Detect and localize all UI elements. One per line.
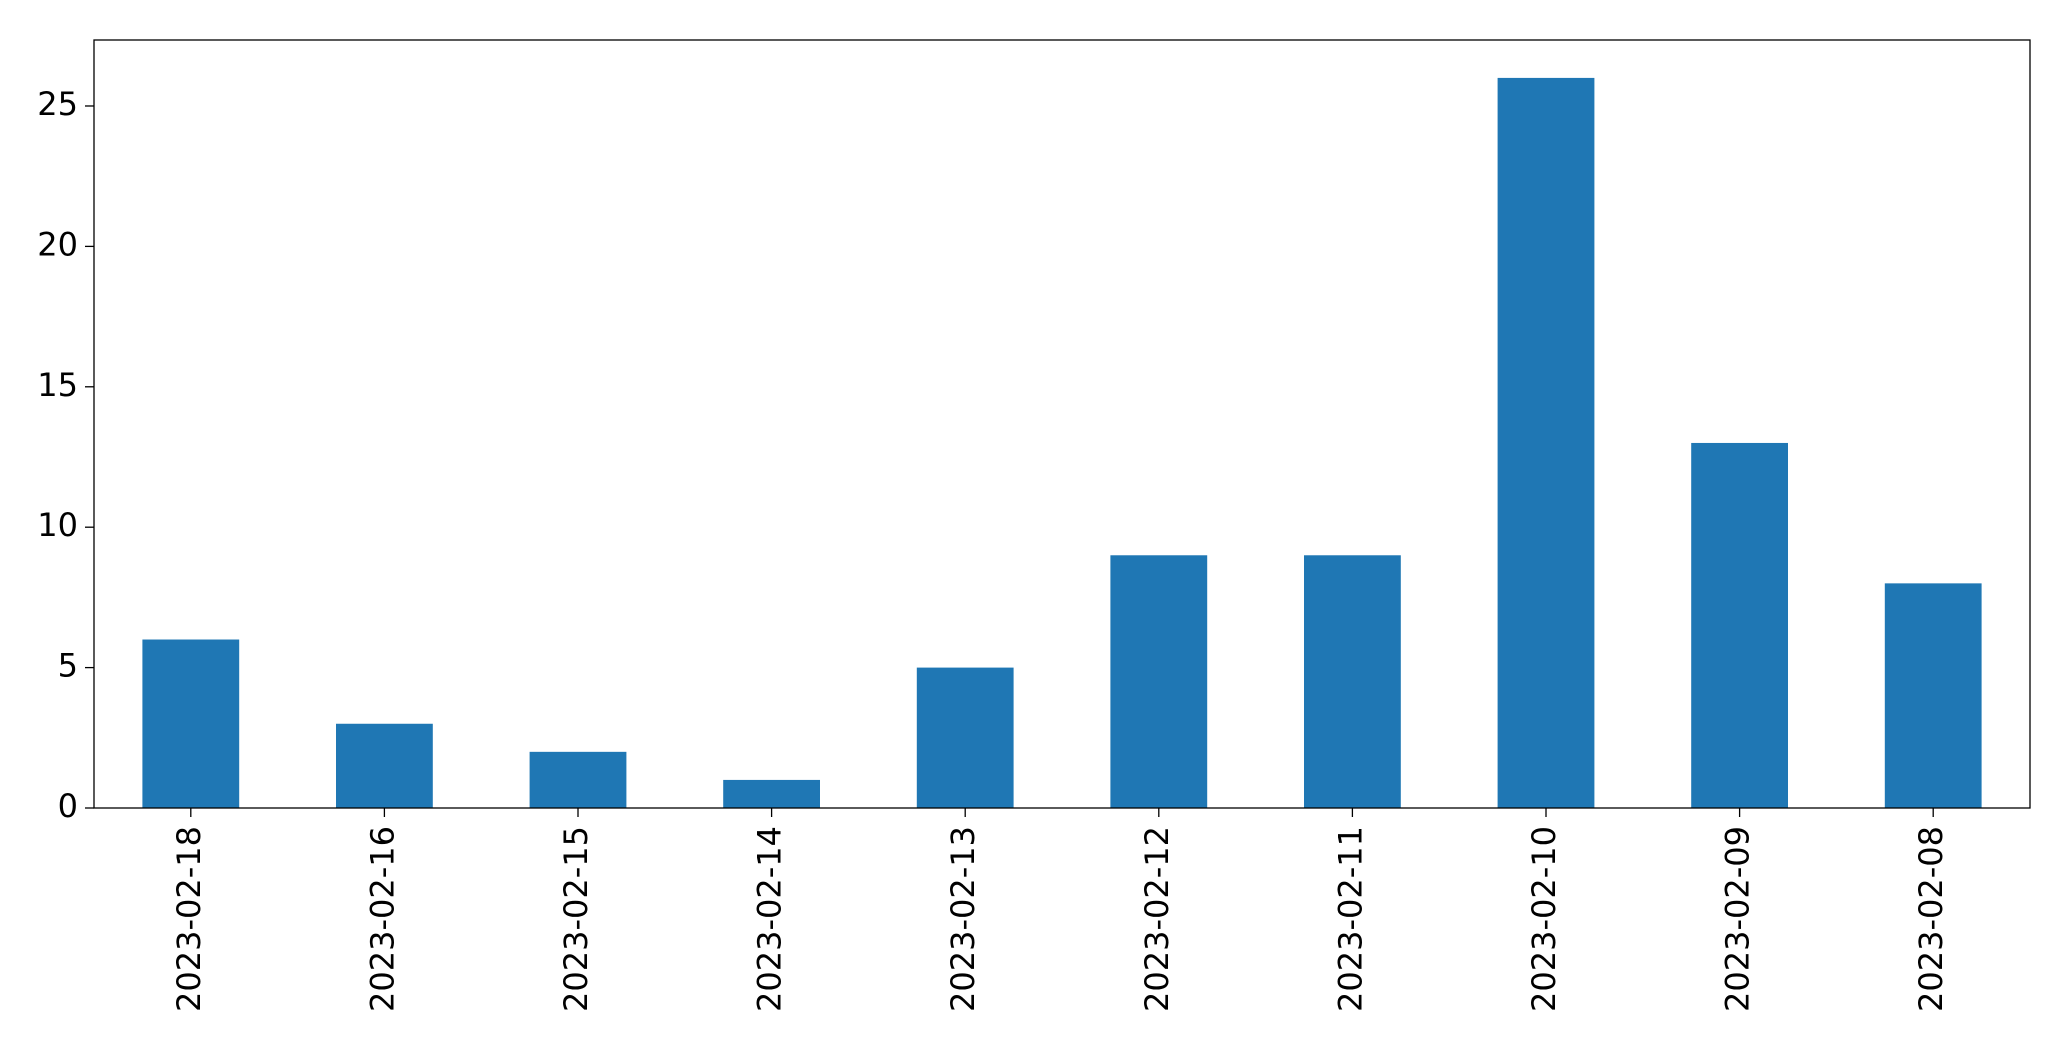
bar [723,779,820,808]
bar [336,723,433,808]
bar [142,639,240,808]
bar [1884,583,1982,808]
x-tick-label: 2023-02-12 [1138,826,1176,1012]
y-tick-label: 5 [58,647,78,685]
bar [1497,77,1595,809]
x-tick-label: 2023-02-10 [1525,826,1563,1012]
x-tick-label: 2023-02-15 [557,826,595,1012]
y-tick-label: 15 [37,366,78,404]
bar [1691,442,1788,808]
y-tick-label: 20 [37,225,78,263]
bar [1110,555,1208,808]
plot-frame [93,39,2031,809]
x-tick-label: 2023-02-18 [170,826,208,1012]
y-tick-label: 0 [58,787,78,825]
x-tick-label: 2023-02-09 [1719,826,1757,1012]
x-tick-label: 2023-02-14 [751,826,789,1012]
y-tick-label: 10 [37,506,78,544]
bar [529,751,627,808]
x-tick-label: 2023-02-11 [1331,826,1369,1012]
x-tick-label: 2023-02-08 [1912,826,1950,1012]
x-tick-label: 2023-02-13 [944,826,982,1012]
bar [1304,555,1401,808]
x-tick-label: 2023-02-16 [363,826,401,1012]
bar [916,667,1014,808]
y-tick-label: 25 [37,85,78,123]
